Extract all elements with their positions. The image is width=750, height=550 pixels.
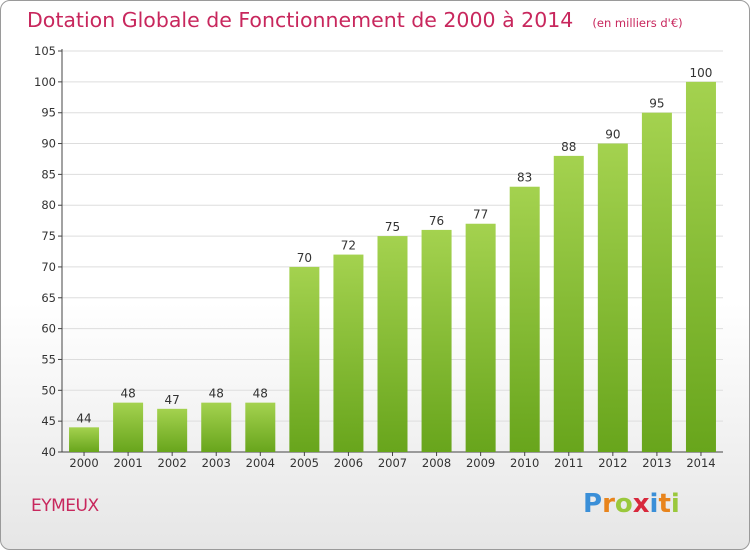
logo-letter: i: [649, 489, 659, 519]
bar: [465, 223, 496, 452]
bar: [377, 236, 408, 452]
y-tick-label: 55: [41, 352, 56, 366]
bar: [553, 155, 584, 452]
x-tick-label: 2013: [642, 456, 671, 470]
x-tick-label: 2000: [69, 456, 98, 470]
logo-letter: t: [658, 489, 671, 519]
logo-letter: o: [614, 489, 633, 519]
bar-value-label: 72: [341, 239, 356, 253]
bar: [113, 402, 144, 452]
bar-value-label: 83: [517, 171, 532, 185]
logo-letter: r: [602, 489, 615, 519]
x-tick-label: 2009: [466, 456, 495, 470]
y-tick-label: 95: [41, 106, 56, 120]
chart-title: Dotation Globale de Fonctionnement de 20…: [27, 8, 574, 32]
proxiti-logo: Proxiti: [583, 489, 680, 519]
bars: [69, 81, 716, 453]
y-tick-label: 90: [41, 137, 56, 151]
bar: [641, 112, 672, 452]
y-tick-label: 75: [41, 229, 56, 243]
bar: [69, 427, 100, 452]
labels: 40 45 50 55 60 65 70 75 80 85 90 95 100 105 44 2000 48 20…: [34, 44, 716, 470]
x-tick-label: 2008: [422, 456, 451, 470]
y-tick-label: 80: [41, 198, 56, 212]
y-tick-label: 60: [41, 322, 56, 336]
bar-value-label: 88: [561, 140, 576, 154]
y-tick-label: 105: [34, 44, 56, 58]
bar: [157, 408, 188, 452]
bar-value-label: 48: [253, 387, 268, 401]
bar-value-label: 100: [690, 66, 713, 80]
chart-subtitle: (en milliers d'€): [592, 16, 683, 30]
bar: [245, 402, 276, 452]
bar: [685, 81, 716, 452]
bar-value-label: 47: [165, 393, 180, 407]
logo-letter: i: [670, 489, 680, 519]
x-tick-label: 2012: [598, 456, 627, 470]
x-tick-label: 2003: [202, 456, 231, 470]
bar: [509, 186, 540, 452]
bar: [421, 229, 452, 452]
y-tick-label: 50: [41, 383, 56, 397]
x-tick-label: 2004: [246, 456, 275, 470]
x-tick-label: 2011: [554, 456, 583, 470]
bar-value-label: 76: [429, 214, 444, 228]
bar: [201, 402, 232, 452]
title-block: Dotation Globale de Fonctionnement de 20…: [27, 8, 683, 32]
y-tick-label: 40: [41, 445, 56, 459]
bar-value-label: 48: [209, 387, 224, 401]
x-tick-label: 2001: [113, 456, 142, 470]
x-tick-label: 2005: [290, 456, 319, 470]
y-tick-label: 85: [41, 167, 56, 181]
bar-value-label: 70: [297, 251, 312, 265]
bar: [289, 266, 320, 452]
y-tick-label: 100: [34, 75, 56, 89]
y-tick-label: 70: [41, 260, 56, 274]
bar: [597, 143, 628, 453]
logo-letter: x: [632, 489, 650, 519]
bar-value-label: 90: [605, 128, 620, 142]
bar-value-label: 75: [385, 220, 400, 234]
bar-value-label: 77: [473, 208, 488, 222]
x-tick-label: 2002: [158, 456, 187, 470]
bar: [333, 254, 364, 452]
y-tick-label: 45: [41, 414, 56, 428]
bar-value-label: 95: [649, 97, 664, 111]
y-tick-label: 65: [41, 291, 56, 305]
x-tick-label: 2010: [510, 456, 539, 470]
x-tick-label: 2014: [686, 456, 715, 470]
bar-value-label: 44: [76, 411, 91, 425]
commune-name: EYMEUX: [31, 496, 99, 516]
logo-letter: P: [583, 489, 603, 519]
bar-value-label: 48: [120, 387, 135, 401]
x-tick-label: 2006: [334, 456, 363, 470]
x-tick-label: 2007: [378, 456, 407, 470]
